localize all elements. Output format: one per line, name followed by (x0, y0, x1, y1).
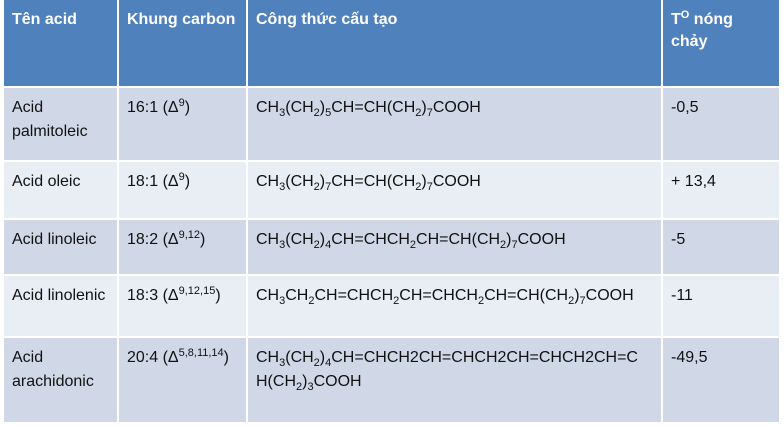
melting-point-cell: -0,5 (663, 88, 779, 162)
table-row: Acid oleic 18:1 (Δ9) CH3(CH2)7CH=CH(CH2)7C… (4, 162, 779, 220)
acid-name-cell: Acid palmitoleic (4, 88, 119, 162)
carbon-skeleton-cell: 18:3 (Δ9,12,15) (119, 276, 248, 338)
header-row: Tên acid Khung carbon Công thức cấu tạo … (4, 0, 779, 88)
acid-name-cell: Acid oleic (4, 162, 119, 220)
carbon-skeleton-cell: 18:1 (Δ9) (119, 162, 248, 220)
melting-point-cell: -49,5 (663, 338, 779, 424)
carbon-skeleton-cell: 16:1 (Δ9) (119, 88, 248, 162)
structural-formula-cell: CH3CH2CH=CHCH2CH=CHCH2CH=CH(CH2)7COOH (248, 276, 663, 338)
carbon-skeleton-cell: 18:2 (Δ9,12) (119, 220, 248, 276)
header-structural-formula: Công thức cấu tạo (248, 0, 663, 88)
structural-formula-cell: CH3(CH2)7CH=CH(CH2)7COOH (248, 162, 663, 220)
carbon-skeleton-cell: 20:4 (Δ5,8,11,14) (119, 338, 248, 424)
table-row: Acid linolenic 18:3 (Δ9,12,15) CH3CH2CH=CH… (4, 276, 779, 338)
structural-formula-cell: CH3(CH2)4CH=CHCH2CH=CHCH2CH=CHCH2CH=C H(… (248, 338, 663, 424)
melting-point-cell: + 13,4 (663, 162, 779, 220)
structural-formula-cell: CH3(CH2)4CH=CHCH2CH=CH(CH2)7COOH (248, 220, 663, 276)
acid-name-cell: Acid linoleic (4, 220, 119, 276)
header-acid-name: Tên acid (4, 0, 119, 88)
structural-formula-cell: CH3(CH2)5CH=CH(CH2)7COOH (248, 88, 663, 162)
table-row: Acid palmitoleic 16:1 (Δ9) CH3(CH2)5CH=CH(… (4, 88, 779, 162)
fatty-acid-table: Tên acid Khung carbon Công thức cấu tạo … (4, 0, 779, 424)
table-row: Acid linoleic 18:2 (Δ9,12) CH3(CH2)4CH=CHC… (4, 220, 779, 276)
header-melting-point: TO nóng chảy (663, 0, 779, 88)
melting-point-cell: -5 (663, 220, 779, 276)
melting-point-cell: -11 (663, 276, 779, 338)
acid-name-cell: Acid arachidonic (4, 338, 119, 424)
header-carbon-skeleton: Khung carbon (119, 0, 248, 88)
acid-name-cell: Acid linolenic (4, 276, 119, 338)
table-row: Acid arachidonic 20:4 (Δ5,8,11,14) CH3(CH2… (4, 338, 779, 424)
